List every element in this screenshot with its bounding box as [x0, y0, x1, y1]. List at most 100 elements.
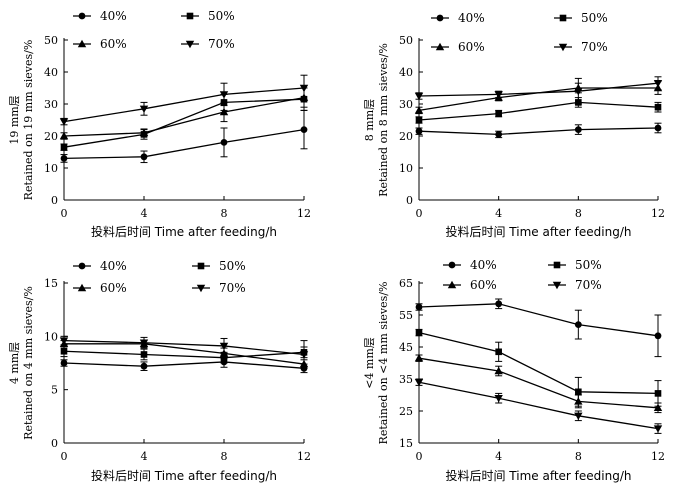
legend-label: 40%: [470, 258, 497, 272]
legend-marker: [78, 12, 86, 20]
data-point: [414, 106, 424, 114]
legend-label: 50%: [575, 258, 602, 272]
data-point: [495, 348, 502, 356]
legend-label: 40%: [100, 9, 127, 23]
y-tick-label: 0: [51, 437, 58, 450]
y-tick-label: 0: [51, 194, 58, 207]
x-tick-label: 0: [416, 207, 423, 220]
data-point: [59, 337, 69, 345]
series-50pct: [415, 328, 662, 407]
series-70pct: [414, 378, 663, 434]
legend-label: 70%: [219, 281, 246, 295]
data-point: [60, 347, 68, 355]
data-point: [59, 118, 69, 126]
y-axis-label-cn: 4 mm层: [8, 342, 21, 384]
data-point: [414, 92, 424, 101]
y-tick-label: 30: [44, 98, 58, 111]
data-point: [140, 362, 148, 370]
data-point: [574, 397, 583, 405]
series-line: [64, 343, 305, 365]
data-point: [219, 342, 229, 351]
data-point: [139, 128, 149, 136]
series-line: [418, 331, 659, 395]
data-point: [653, 403, 663, 411]
data-point: [140, 153, 148, 161]
legend-label: 60%: [100, 37, 127, 51]
series-line: [63, 87, 305, 123]
series-line: [63, 361, 305, 369]
legend-label: 40%: [458, 11, 485, 25]
series-line: [63, 350, 305, 359]
y-axis-label-cn: <4 mm层: [363, 337, 376, 389]
data-point: [414, 354, 424, 362]
legend-label: 50%: [581, 11, 608, 25]
legend: 40% 50% 60% 70%: [431, 11, 608, 54]
legend-marker: [448, 261, 456, 269]
x-axis-label: 投料后时间 Time after feeding/h: [445, 468, 631, 483]
series-70pct: [59, 335, 309, 369]
legend-label: 70%: [581, 40, 608, 54]
legend-marker: [447, 280, 457, 289]
series-50pct: [415, 97, 662, 124]
x-tick-label: 8: [575, 450, 582, 463]
x-tick-label: 0: [61, 450, 68, 463]
y-axis-label-cn: 8 mm层: [363, 99, 376, 141]
data-point: [60, 359, 68, 367]
series-line: [63, 339, 305, 356]
data-point: [415, 116, 423, 124]
data-point: [495, 110, 502, 117]
legend-label: 60%: [100, 281, 127, 295]
y-tick-label: 35: [399, 373, 413, 386]
data-point: [495, 300, 503, 308]
y-tick-label: 50: [399, 34, 413, 47]
legend: 40% 50% 60% 70%: [73, 259, 246, 295]
data-point: [219, 107, 229, 116]
series-70pct: [414, 76, 663, 105]
x-tick-label: 4: [495, 207, 502, 220]
x-tick-label: 0: [61, 207, 68, 220]
legend: 40% 50% 60% 70%: [443, 258, 602, 292]
data-point: [59, 131, 69, 140]
series-40pct: [415, 122, 662, 139]
data-point: [495, 131, 503, 138]
y-axis-label-en: Retained on 8 mm sieves/%: [377, 43, 390, 197]
legend-marker: [78, 262, 86, 270]
x-axis-label: 投料后时间 Time after feeding/h: [91, 224, 277, 239]
y-tick-label: 55: [399, 309, 413, 322]
data-point: [60, 155, 68, 162]
data-point: [574, 88, 583, 96]
legend-label: 40%: [100, 259, 127, 273]
data-point: [299, 84, 309, 93]
legend-label: 60%: [458, 40, 485, 54]
series-line: [418, 357, 659, 409]
data-point: [494, 366, 503, 375]
chart-panel-2: 0 10 20 30 40 50 0 4 8 12 投料后时间 Time after feeding…: [363, 11, 665, 239]
data-point: [300, 126, 308, 133]
legend-marker: [558, 43, 568, 52]
legend-marker: [77, 39, 87, 48]
x-tick-label: 12: [297, 207, 311, 220]
legend-label: 50%: [208, 9, 235, 23]
x-tick-label: 4: [141, 207, 148, 220]
data-point: [140, 351, 148, 358]
data-point: [574, 321, 582, 328]
y-tick-label: 15: [44, 277, 58, 290]
series-50pct: [60, 87, 308, 151]
series-line: [418, 127, 659, 136]
x-tick-label: 4: [141, 450, 148, 463]
data-point: [654, 390, 662, 397]
legend-marker: [197, 262, 205, 270]
x-tick-label: 12: [651, 450, 665, 463]
series-60pct: [414, 354, 663, 414]
series-line: [418, 82, 659, 97]
series-line: [418, 87, 658, 112]
data-point: [415, 303, 423, 311]
x-tick-label: 4: [495, 450, 502, 463]
x-tick-label: 8: [221, 207, 228, 220]
x-tick-label: 8: [221, 450, 228, 463]
legend-label: 60%: [470, 278, 497, 292]
y-tick-label: 40: [399, 66, 413, 79]
chart-panel-1: 0 10 20 30 40 50 0 4 8 12 投料后时间 Time after feeding…: [8, 9, 311, 239]
y-tick-label: 10: [44, 162, 58, 175]
data-point: [654, 124, 662, 132]
